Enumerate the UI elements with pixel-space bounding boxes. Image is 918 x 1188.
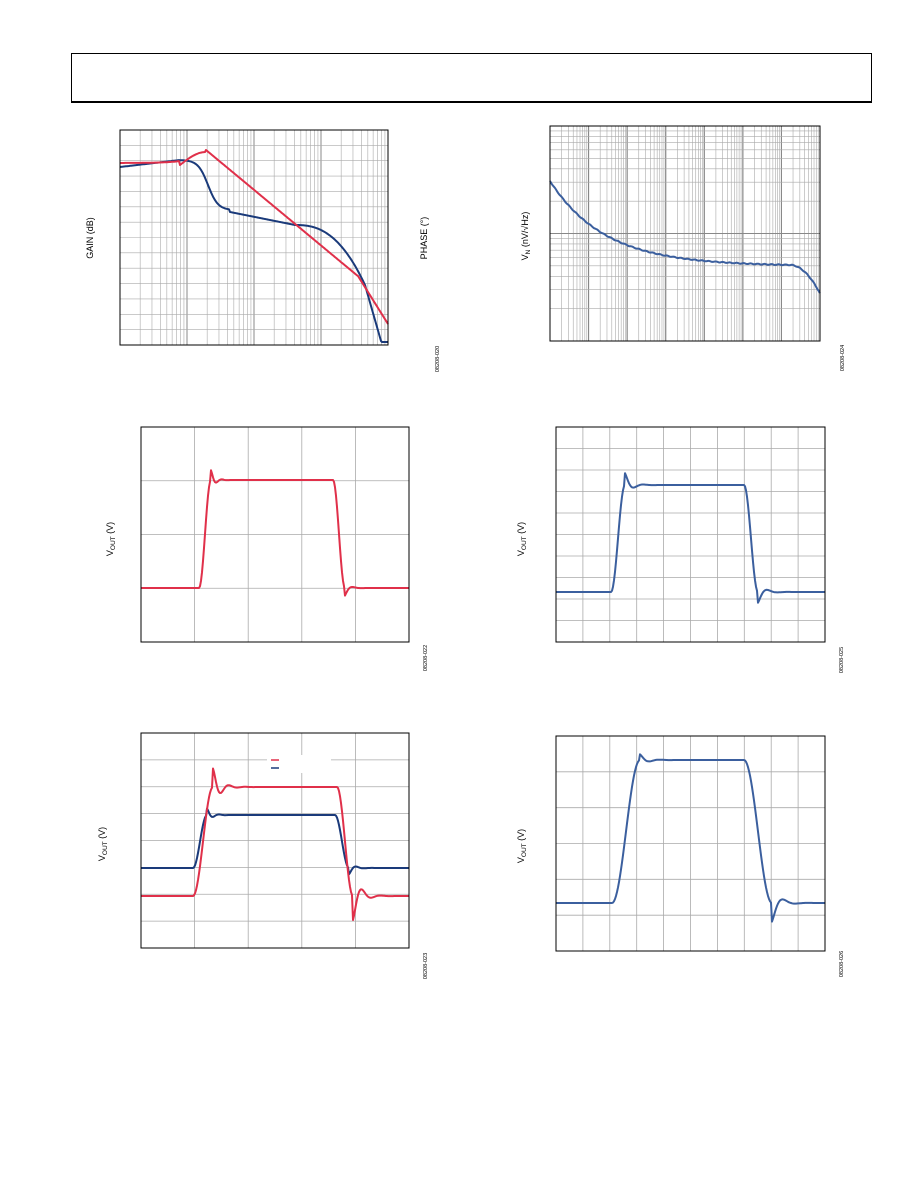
y-axis-label-gain: GAIN (dB) <box>85 217 95 259</box>
figure-id: 08208-022 <box>423 644 429 672</box>
plot-frame <box>549 125 821 342</box>
y-axis-label-vout: VOUT (V) <box>97 826 109 862</box>
plot-frame <box>140 426 410 643</box>
y-axis-label-phase: PHASE (°) <box>419 216 429 260</box>
figure-id: 08208-024 <box>840 344 846 372</box>
series-noise-line <box>549 180 821 294</box>
figure-id: 08208-026 <box>839 950 845 978</box>
series-pulse-line <box>556 753 825 923</box>
series-pulse-small-line <box>141 807 409 876</box>
legend-box <box>267 755 331 773</box>
chart-pulse-dual <box>140 732 410 949</box>
plot-frame <box>555 735 826 952</box>
chart-noise-density-plot <box>549 125 821 342</box>
chart-pulse-red <box>140 426 410 643</box>
chart-noise-density <box>549 125 821 342</box>
y-axis-label-vout: VOUT (V) <box>516 521 528 557</box>
series-pulse-line <box>141 469 409 597</box>
figure-id: 08208-020 <box>435 345 441 373</box>
chart-pulse-red-plot <box>140 426 410 643</box>
chart-gain-phase <box>119 129 389 346</box>
series-pulse-line <box>556 472 825 604</box>
series-phase-line <box>120 149 389 325</box>
chart-pulse-steel-plot <box>555 426 826 643</box>
y-axis-label-vout: VOUT (V) <box>105 521 117 557</box>
figure-id: 08208-025 <box>839 646 845 674</box>
chart-pulse-dual-plot <box>140 732 410 949</box>
chart-pulse-slow-plot <box>555 735 826 952</box>
y-axis-label-vout: VOUT (V) <box>516 828 528 864</box>
plot-frame <box>555 426 826 643</box>
y-axis-label-noise: VN (nV/√Hz) <box>520 211 532 261</box>
series-pulse-large-line <box>141 767 409 921</box>
page-header-box <box>71 53 872 103</box>
chart-pulse-slow <box>555 735 826 952</box>
chart-gain-phase-plot <box>119 129 389 346</box>
chart-pulse-steel <box>555 426 826 643</box>
plot-frame <box>119 129 389 346</box>
figure-id: 08208-023 <box>423 952 429 980</box>
plot-frame <box>140 732 410 949</box>
